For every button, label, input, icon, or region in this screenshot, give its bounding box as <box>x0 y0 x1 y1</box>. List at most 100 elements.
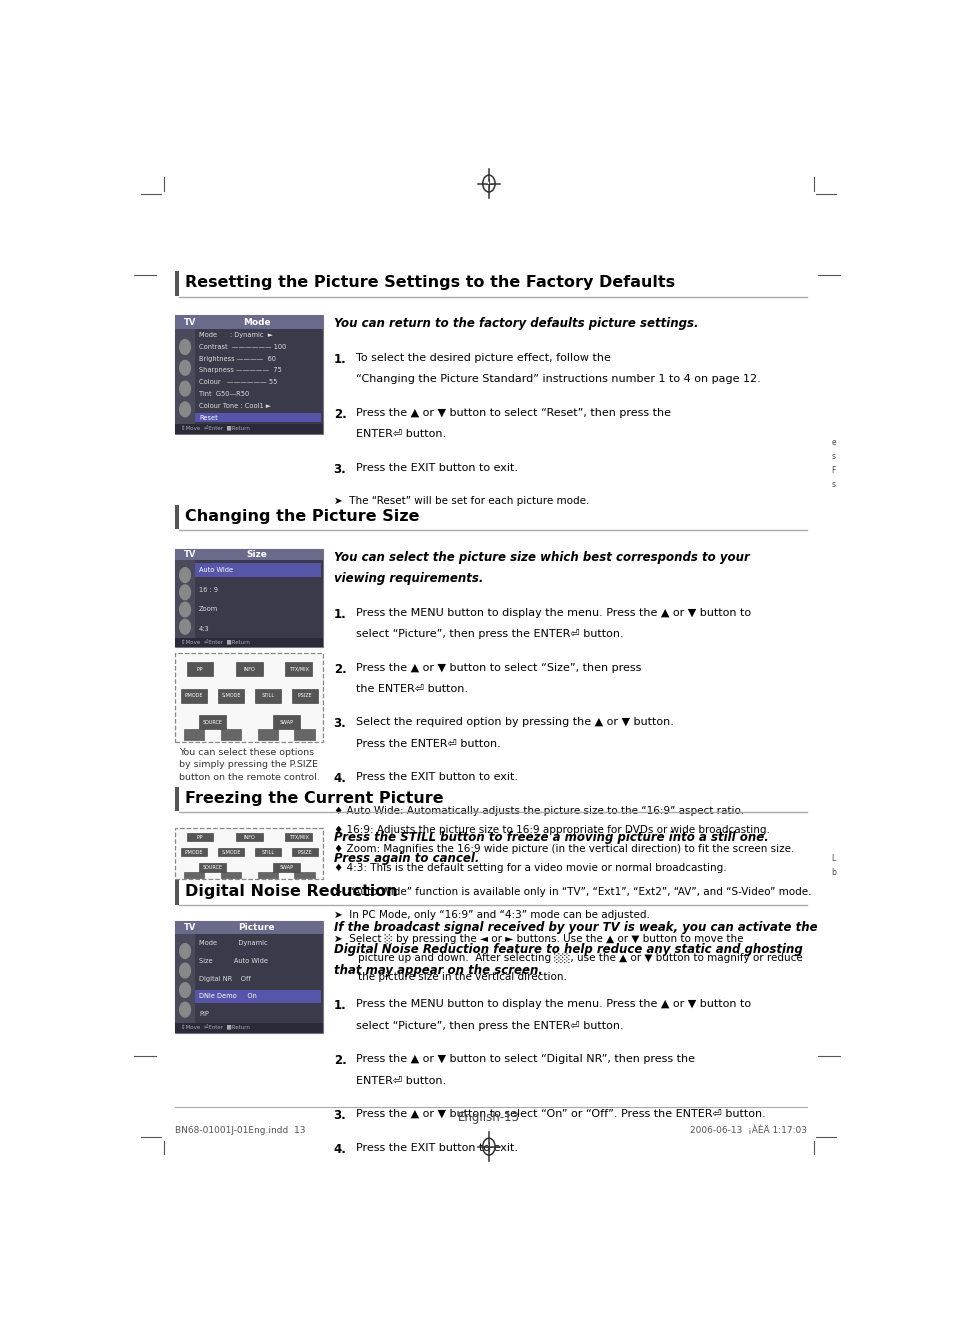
Circle shape <box>179 963 191 978</box>
Bar <box>180 689 207 702</box>
Bar <box>217 849 244 857</box>
Text: Press the EXIT button to exit.: Press the EXIT button to exit. <box>355 772 517 782</box>
Bar <box>273 716 299 729</box>
Text: 3.: 3. <box>334 1108 346 1122</box>
Text: Press the ▲ or ▼ button to select “On” or “Off”. Press the ENTER⏎ button.: Press the ▲ or ▼ button to select “On” o… <box>355 1108 765 1119</box>
Bar <box>175 315 323 330</box>
Text: Mode          Dynamic: Mode Dynamic <box>199 940 268 946</box>
Bar <box>235 833 262 841</box>
Text: Reset: Reset <box>199 415 217 420</box>
Bar <box>175 828 323 879</box>
Text: ➤  Select ░ by pressing the ◄ or ► buttons. Use the ▲ or ▼ button to move the: ➤ Select ░ by pressing the ◄ or ► button… <box>334 933 742 944</box>
Bar <box>199 863 226 871</box>
Text: P.SIZE: P.SIZE <box>297 850 312 855</box>
Text: e: e <box>830 438 835 447</box>
Bar <box>292 849 317 857</box>
Circle shape <box>179 340 191 355</box>
Text: SWAP: SWAP <box>279 865 293 870</box>
Text: the picture size in the vertical direction.: the picture size in the vertical directi… <box>344 973 566 982</box>
Bar <box>187 833 213 841</box>
Text: P.MODE: P.MODE <box>185 850 203 855</box>
Bar <box>220 729 241 739</box>
Text: Resetting the Picture Settings to the Factory Defaults: Resetting the Picture Settings to the Fa… <box>185 275 675 290</box>
Text: Press the STILL button to freeze a moving picture into a still one.: Press the STILL button to freeze a movin… <box>334 832 767 844</box>
Text: 16 : 9: 16 : 9 <box>199 587 218 593</box>
Text: INFO: INFO <box>243 667 255 672</box>
Text: 4:3: 4:3 <box>199 626 210 631</box>
Text: You can return to the factory defaults picture settings.: You can return to the factory defaults p… <box>334 318 698 331</box>
Text: ENTER⏎ button.: ENTER⏎ button. <box>355 430 445 439</box>
Text: Sharpness —————  75: Sharpness ————— 75 <box>199 368 282 373</box>
Bar <box>273 863 299 871</box>
Text: Colour Tone : Cool1 ►: Colour Tone : Cool1 ► <box>199 403 271 409</box>
Text: picture up and down.  After selecting ░░, use the ▲ or ▼ button to magnify or re: picture up and down. After selecting ░░,… <box>344 953 801 963</box>
Text: DNIe Demo     On: DNIe Demo On <box>199 994 256 999</box>
Bar <box>175 548 323 647</box>
Circle shape <box>179 983 191 998</box>
Text: TV: TV <box>184 923 196 932</box>
Text: 1.: 1. <box>334 353 346 366</box>
Text: Press the ▲ or ▼ button to select “Size”, then press: Press the ▲ or ▼ button to select “Size”… <box>355 663 640 672</box>
Text: that may appear on the screen.: that may appear on the screen. <box>334 963 542 977</box>
Bar <box>180 849 207 857</box>
Text: To select the desired picture effect, follow the: To select the desired picture effect, fo… <box>355 353 610 362</box>
Bar <box>175 934 194 1023</box>
Text: 4.: 4. <box>334 1143 346 1156</box>
Text: Size: Size <box>246 550 267 559</box>
Bar <box>175 921 323 1033</box>
Bar <box>292 689 317 702</box>
Text: S.MODE: S.MODE <box>221 850 240 855</box>
Text: Press the ENTER⏎ button.: Press the ENTER⏎ button. <box>355 738 500 749</box>
Text: TV: TV <box>184 318 196 327</box>
Text: viewing requirements.: viewing requirements. <box>334 572 482 585</box>
Text: 1.: 1. <box>334 999 346 1012</box>
Bar <box>183 871 204 878</box>
Circle shape <box>179 1002 191 1017</box>
Text: Auto Wide: Auto Wide <box>199 567 233 573</box>
Text: Colour   —————— 55: Colour —————— 55 <box>199 380 277 385</box>
Text: TTX/MIX: TTX/MIX <box>289 667 309 672</box>
Bar <box>194 563 321 577</box>
Text: Press the MENU button to display the menu. Press the ▲ or ▼ button to: Press the MENU button to display the men… <box>355 608 750 618</box>
Text: ⇕Move  ⏎Enter  ■Return: ⇕Move ⏎Enter ■Return <box>181 1025 250 1031</box>
Text: 2006-06-13  ¡ÀÈÄ 1:17:03: 2006-06-13 ¡ÀÈÄ 1:17:03 <box>689 1126 806 1135</box>
Text: 2.: 2. <box>334 407 346 420</box>
Text: P.P: P.P <box>196 834 203 840</box>
Text: select “Picture”, then press the ENTER⏎ button.: select “Picture”, then press the ENTER⏎ … <box>355 629 623 639</box>
Text: Select the required option by pressing the ▲ or ▼ button.: Select the required option by pressing t… <box>355 717 673 728</box>
Text: Press the EXIT button to exit.: Press the EXIT button to exit. <box>355 463 517 473</box>
Bar <box>175 654 323 742</box>
Text: TV: TV <box>184 550 196 559</box>
Bar <box>294 871 314 878</box>
Text: SOURCE: SOURCE <box>202 865 222 870</box>
Text: STILL: STILL <box>261 693 274 699</box>
Text: INFO: INFO <box>243 834 255 840</box>
Text: P.P: P.P <box>196 667 203 672</box>
Text: English-13: English-13 <box>457 1111 519 1124</box>
Text: s: s <box>831 452 835 461</box>
Text: Changing the Picture Size: Changing the Picture Size <box>185 509 419 523</box>
Text: You can select the picture size which best corresponds to your: You can select the picture size which be… <box>334 551 749 564</box>
Circle shape <box>179 944 191 958</box>
Bar <box>175 548 323 560</box>
Circle shape <box>179 402 191 416</box>
Text: 2.: 2. <box>334 663 346 676</box>
Text: Freezing the Current Picture: Freezing the Current Picture <box>185 791 443 805</box>
Text: ♦ Zoom: Magnifies the 16:9 wide picture (in the vertical direction) to fit the s: ♦ Zoom: Magnifies the 16:9 wide picture … <box>334 845 793 854</box>
Text: P.MODE: P.MODE <box>185 693 203 699</box>
Text: b: b <box>830 869 835 876</box>
Text: Mode      : Dynamic  ►: Mode : Dynamic ► <box>199 332 273 337</box>
Bar <box>199 716 226 729</box>
Text: Press again to cancel.: Press again to cancel. <box>334 853 478 866</box>
Text: Press the MENU button to display the menu. Press the ▲ or ▼ button to: Press the MENU button to display the men… <box>355 999 750 1010</box>
Bar <box>175 638 323 647</box>
Bar <box>187 662 213 676</box>
Circle shape <box>179 568 191 583</box>
Text: BN68-01001J-01Eng.indd  13: BN68-01001J-01Eng.indd 13 <box>175 1126 306 1135</box>
Text: Brightness ————  60: Brightness ———— 60 <box>199 356 275 361</box>
Text: S.MODE: S.MODE <box>221 693 240 699</box>
Text: STILL: STILL <box>261 850 274 855</box>
Text: Mode: Mode <box>243 318 271 327</box>
Text: F: F <box>830 467 835 476</box>
Bar <box>257 871 278 878</box>
